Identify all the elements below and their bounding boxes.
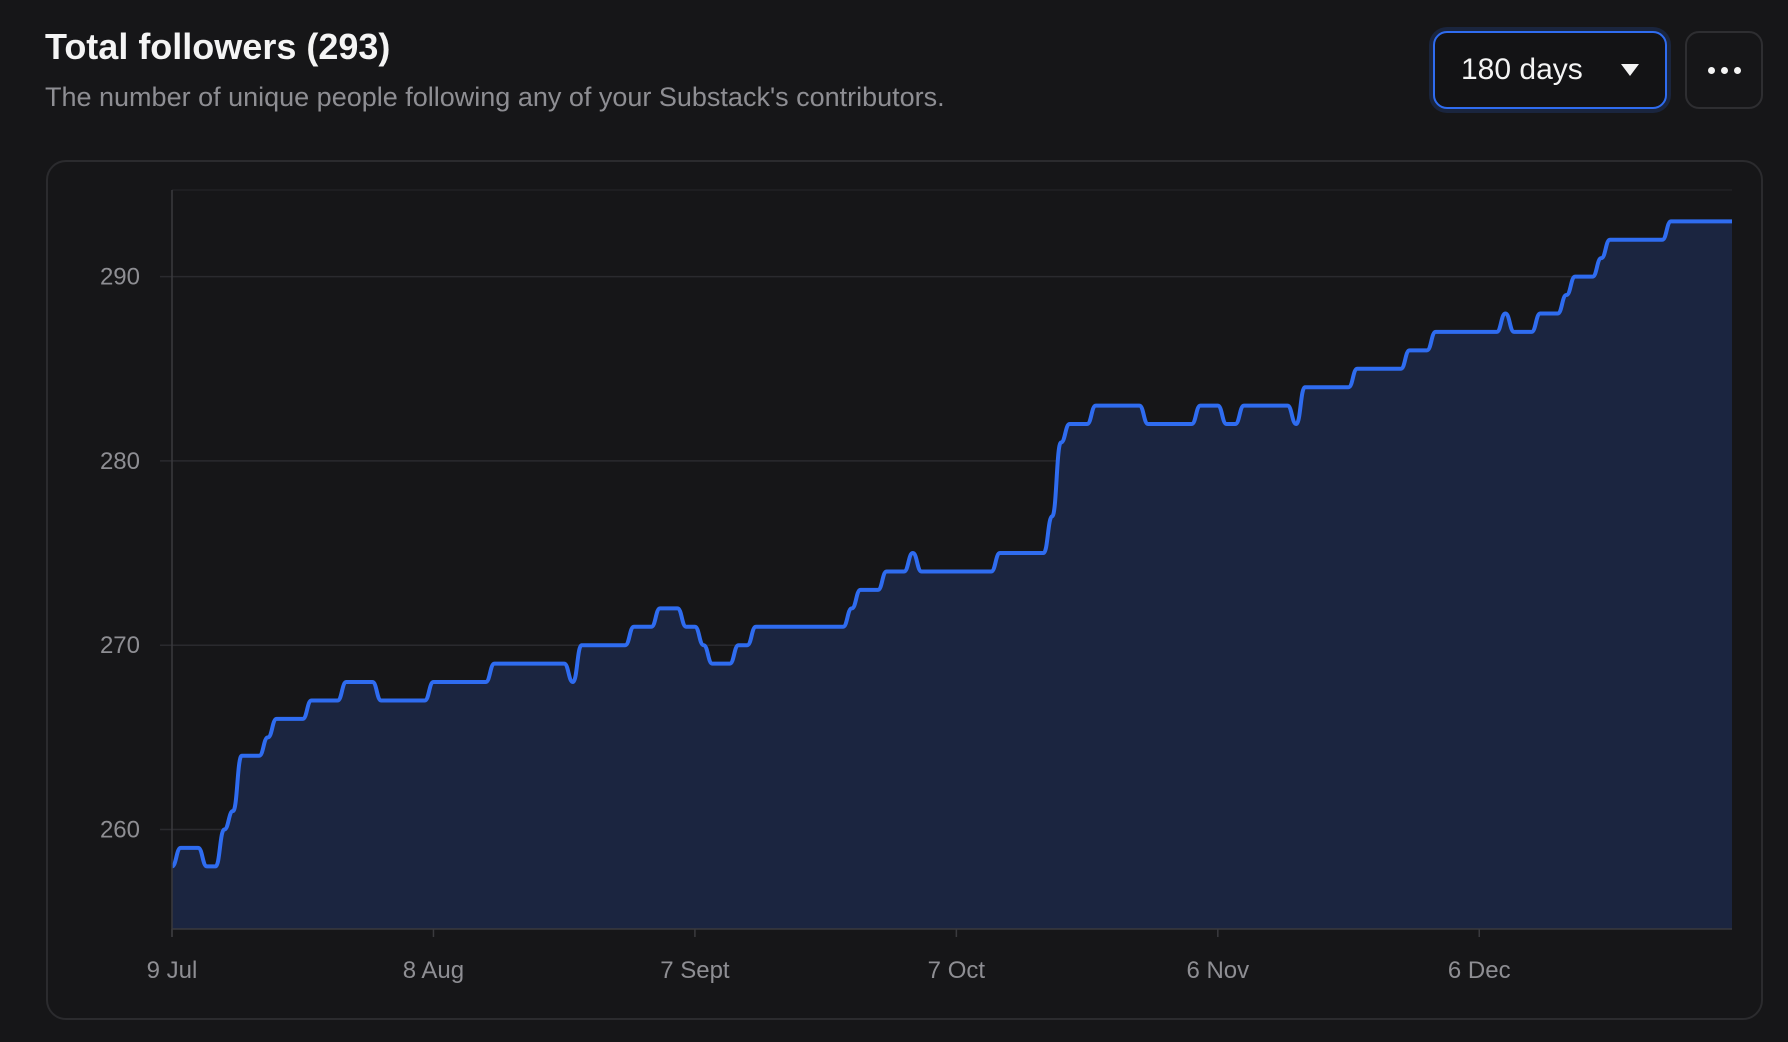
y-tick-label: 270 bbox=[100, 632, 140, 659]
x-tick-label: 6 Dec bbox=[1448, 957, 1511, 984]
more-options-button[interactable] bbox=[1685, 31, 1763, 109]
x-tick-label: 7 Sept bbox=[660, 957, 730, 984]
chart-card bbox=[46, 160, 1763, 1020]
series-area bbox=[172, 221, 1732, 930]
x-tick-label: 6 Nov bbox=[1186, 957, 1249, 984]
date-range-value: 180 days bbox=[1461, 53, 1583, 86]
y-tick-label: 280 bbox=[100, 448, 140, 475]
date-range-dropdown[interactable]: 180 days bbox=[1433, 31, 1667, 109]
x-tick-label: 8 Aug bbox=[403, 957, 464, 984]
caret-down-icon bbox=[1621, 64, 1639, 76]
page-title: Total followers (293) bbox=[45, 26, 391, 67]
series-line bbox=[171, 219, 1732, 869]
y-tick-label: 260 bbox=[100, 816, 140, 843]
y-tick-label: 290 bbox=[100, 264, 140, 291]
page-subtitle: The number of unique people following an… bbox=[45, 82, 945, 112]
x-tick-label: 7 Oct bbox=[928, 957, 986, 984]
ellipsis-icon bbox=[1707, 66, 1741, 74]
x-tick-label: 9 Jul bbox=[147, 957, 198, 984]
